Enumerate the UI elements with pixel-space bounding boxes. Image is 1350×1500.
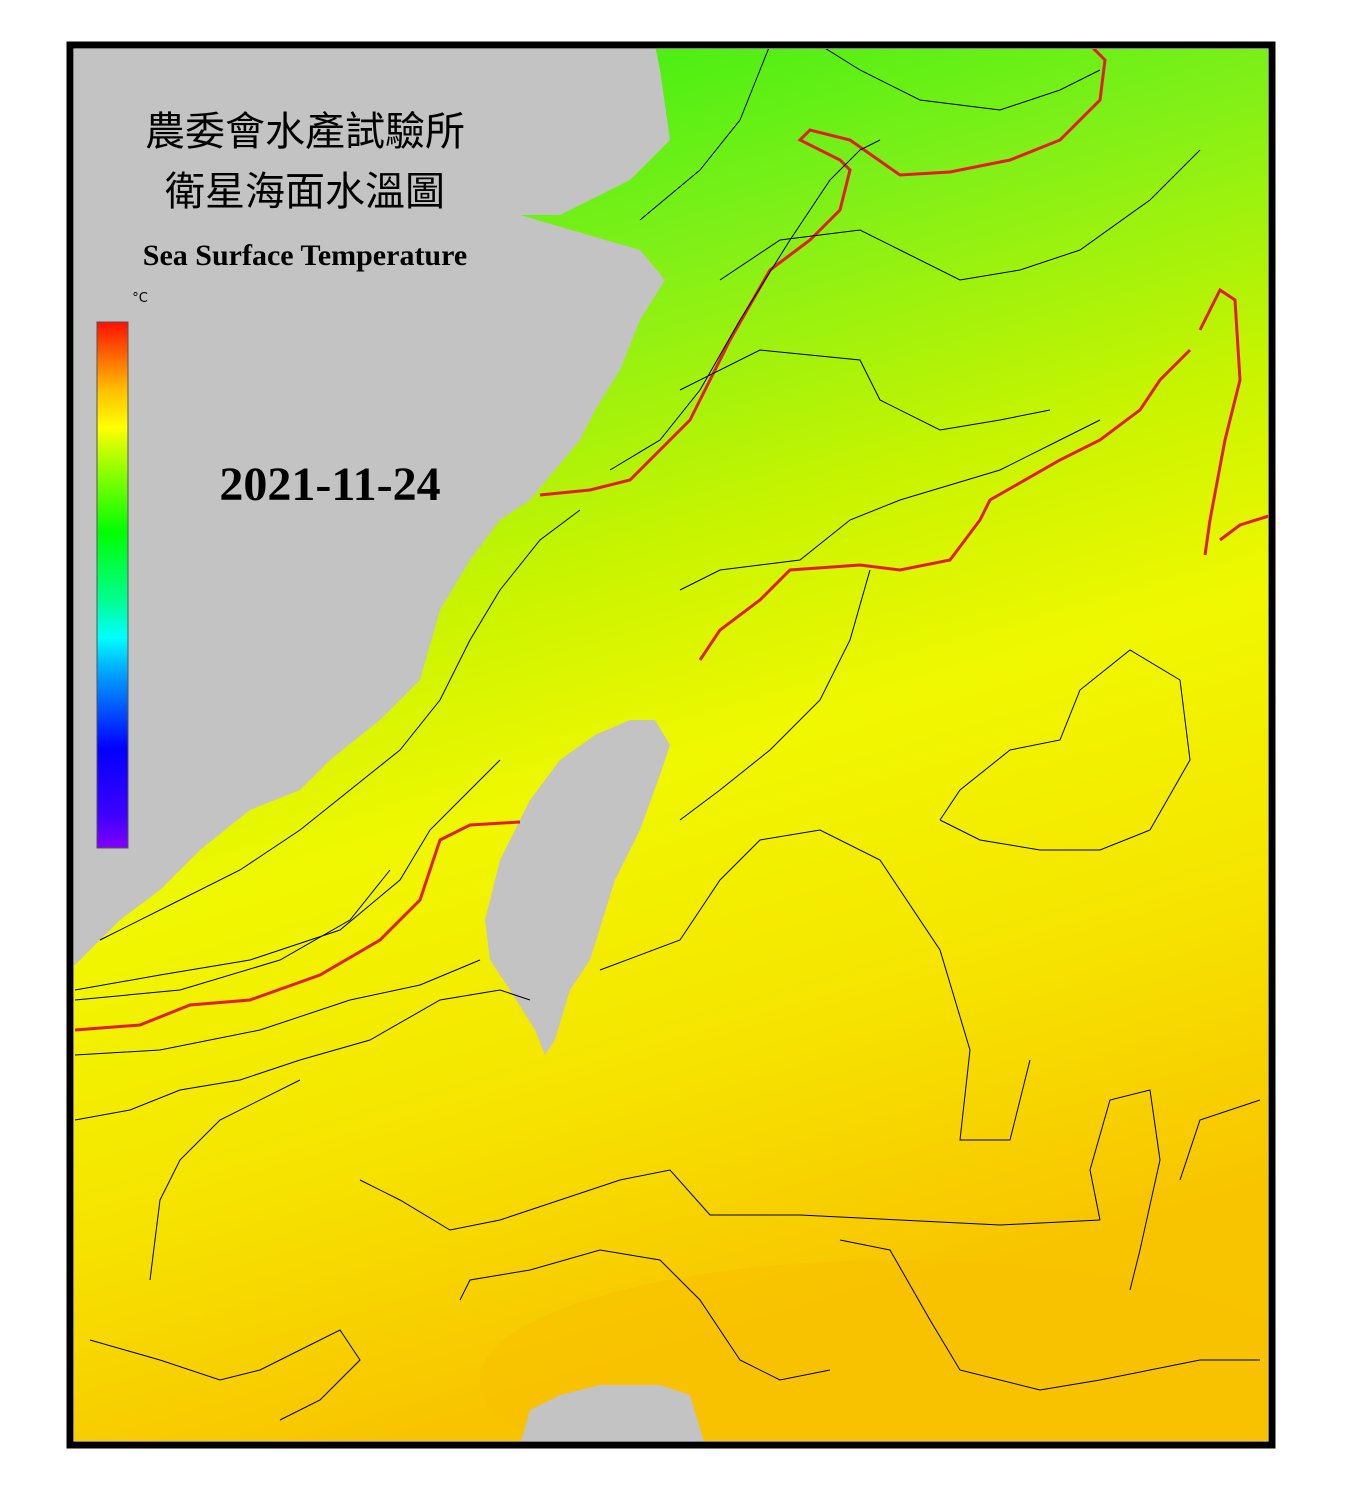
warm-patch xyxy=(480,1260,1268,1441)
map-area xyxy=(74,49,1268,1441)
subtitle-zh: 衛星海面水溫圖 xyxy=(165,169,445,215)
title-zh: 農委會水產試驗所 xyxy=(145,109,465,155)
date: 2021-11-24 xyxy=(219,458,440,511)
contour-25-20 xyxy=(74,49,1268,1032)
colorbar-unit: °C xyxy=(132,291,148,306)
colorbar xyxy=(96,321,129,849)
contours xyxy=(74,49,1261,1421)
taiwan-land xyxy=(485,720,670,1055)
frame xyxy=(66,41,1276,1449)
luzon-land xyxy=(521,1385,704,1441)
title-en: Sea Surface Temperature xyxy=(143,239,467,272)
china-land xyxy=(74,49,670,965)
